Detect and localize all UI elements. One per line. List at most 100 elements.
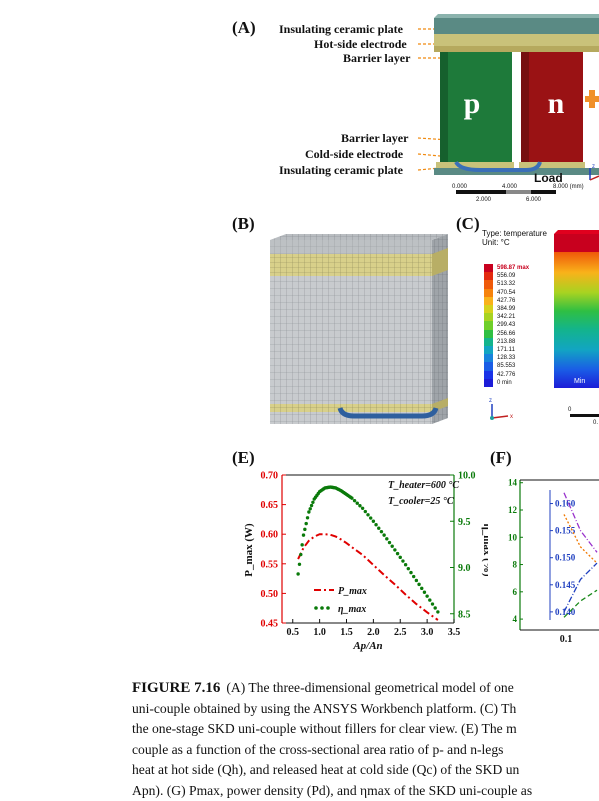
y-tick-label: 0.55 (261, 559, 279, 570)
caption-line-2: uni-couple obtained by using the ANSYS W… (132, 699, 599, 720)
series-eta-point (361, 507, 364, 510)
series-eta-point (366, 513, 369, 516)
series-eta-point (407, 567, 410, 570)
series-eta-point (306, 516, 309, 519)
min-fragment-label: Min (574, 378, 585, 385)
x-tick-label: 2.0 (367, 627, 380, 638)
load-label: Load (534, 171, 563, 185)
series-eta-point (356, 502, 359, 505)
temperature-field-model: Min z x 0 0. (486, 228, 599, 430)
series-eta-point (393, 548, 396, 551)
legend-eta-swatch (326, 606, 330, 610)
series-eta-point (302, 533, 305, 536)
f-outer-tick-label: 10 (508, 532, 518, 542)
series-eta-point (431, 602, 434, 605)
x-tick-label: 3.0 (421, 627, 434, 638)
f-inner-tick-label: 0.145 (555, 580, 576, 590)
p-leg-label: p (464, 87, 481, 120)
x-axis-label: Ap/An (352, 640, 382, 652)
series-eta-point (374, 523, 377, 526)
series-eta-point (390, 545, 393, 548)
caption-line-5: heat at hot side (Qh), and released heat… (132, 760, 599, 781)
f-outer-tick-label: 14 (508, 478, 518, 488)
x-tick-label: 0.5 (287, 627, 300, 638)
caption-line-3: the one-stage SKD uni-couple without fil… (132, 719, 599, 740)
panel-b-letter: (B) (232, 214, 255, 234)
y2-tick-label: 8.5 (458, 609, 471, 620)
series-eta-point (310, 504, 313, 507)
x-tick-label: 2.5 (394, 627, 407, 638)
legend-eta-label: η_max (338, 604, 366, 615)
x-tick-label: 3.5 (448, 627, 461, 638)
series-eta-point (358, 504, 361, 507)
x-tick-label: 1.0 (313, 627, 326, 638)
chart-e: 0.5 1.0 1.5 2.0 2.5 3.0 3.5 0.45 0.50 0.55 0.60 0.6… (238, 440, 488, 655)
axis-z-label: z (592, 164, 595, 170)
y-tick-label: 0.65 (261, 500, 279, 511)
y-axis-right-label: η_max (%) (481, 524, 488, 577)
figure-number: FIGURE 7.16 (132, 680, 220, 696)
series-eta-point (423, 591, 426, 594)
panel-a-letter: (A) (232, 18, 256, 38)
series-eta-point (428, 598, 431, 601)
series-eta-point (396, 552, 399, 555)
axis-z-c: z (489, 398, 492, 404)
scale-2: 2.000 (476, 197, 492, 203)
scale-c-partial: 0. (593, 420, 598, 426)
series-pmax-line (298, 534, 438, 620)
scale-c-0: 0 (568, 407, 572, 413)
series-eta-point (382, 533, 385, 536)
scale-6: 6.000 (526, 197, 542, 203)
series-eta-point (350, 496, 353, 499)
f-inner-tick-label: 0.150 (555, 553, 576, 563)
caption-line-6: Apn). (G) Pmax, power density (Pd), and … (132, 781, 599, 801)
series-eta-point (420, 587, 423, 590)
n-leg-label: n (548, 87, 565, 120)
series-eta-point (300, 543, 303, 546)
legend-pmax-label: P_max (338, 586, 367, 597)
y-tick-label: 0.45 (261, 619, 279, 630)
figure-caption: FIGURE 7.16 (A) The three-dimensional geo… (132, 678, 599, 801)
series-eta-point (311, 501, 314, 504)
y-tick-label: 0.50 (261, 589, 279, 600)
scale-4: 4.000 (502, 184, 518, 190)
annotation-t-cooler: T_cooler=25 °C (388, 496, 454, 507)
series-eta-point (436, 610, 439, 613)
annotation-t-heater: T_heater=600 °C (388, 480, 459, 491)
series-eta-point (388, 541, 391, 544)
series-eta-point (304, 522, 307, 525)
series-eta-point (409, 571, 412, 574)
panel-f-letter: (F) (490, 448, 512, 468)
series-eta-point (417, 583, 420, 586)
caption-line-1: (A) The three-dimensional geometrical mo… (226, 680, 513, 695)
series-eta-point (296, 572, 299, 575)
y-tick-label: 0.70 (261, 471, 279, 482)
series-eta-point (369, 516, 372, 519)
f-inner-tick-label: 0.160 (555, 499, 576, 509)
series-eta-point (385, 537, 388, 540)
caption-line-4: couple as a function of the cross-sectio… (132, 740, 599, 761)
y2-tick-label: 9.0 (458, 563, 471, 574)
f-outer-tick-label: 6 (513, 587, 518, 597)
thermoelectric-model-3d: p n Load z 0.000 4.000 8.000 (mm) 2.000 … (380, 10, 599, 210)
y-axis-left-label: P_max (W) (243, 523, 255, 577)
series-eta-point (380, 530, 383, 533)
series-eta-point (353, 499, 356, 502)
scale-8: 8.000 (mm) (553, 184, 584, 190)
series-eta-point (412, 575, 415, 578)
series-eta-point (372, 520, 375, 523)
y2-tick-label: 9.5 (458, 517, 471, 528)
x-tick-label: 1.5 (340, 627, 353, 638)
series-eta-point (415, 579, 418, 582)
series-eta-point (299, 553, 302, 556)
series-eta-point (303, 528, 306, 531)
legend-eta-swatch (320, 606, 324, 610)
series-eta-point (401, 559, 404, 562)
panel-c-letter: (C) (456, 214, 480, 234)
y-tick-label: 0.60 (261, 530, 279, 541)
series-eta-point (364, 510, 367, 513)
f-outer-tick-label: 8 (513, 560, 518, 570)
f-inner-tick-label: 0.155 (555, 526, 576, 536)
f-outer-tick-label: 12 (508, 505, 518, 515)
